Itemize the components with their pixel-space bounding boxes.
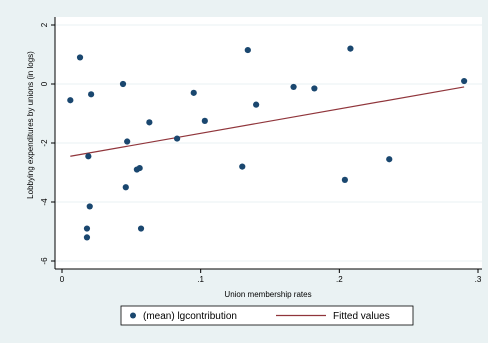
data-point-2 [83, 225, 91, 232]
y-axis-label: Lobbying expenditures by unions (in logs… [26, 51, 35, 199]
data-point-7 [119, 80, 127, 88]
data-point-9 [124, 138, 131, 145]
legend-label-points: (mean) lgcontribution [143, 311, 237, 322]
y-tick-label-1: -4 [40, 198, 49, 206]
data-point-17 [239, 163, 246, 170]
data-point-15 [190, 89, 197, 96]
x-tick-label-3: .3 [475, 275, 482, 284]
legend-label-fit: Fitted values [333, 311, 390, 322]
data-point-20 [290, 83, 297, 91]
fitted-line [70, 86, 465, 157]
data-point-4 [85, 153, 92, 160]
legend-box [120, 305, 414, 326]
data-point-11 [136, 164, 143, 172]
y-tick-label-0: -6 [40, 257, 49, 265]
data-point-0 [67, 97, 74, 104]
data-point-23 [347, 45, 354, 52]
data-point-21 [311, 85, 318, 92]
grid-lines [55, 24, 482, 262]
x-tick-label-1: .1 [197, 275, 204, 284]
data-point-5 [86, 203, 93, 210]
y-tick-label-3: 0 [40, 81, 49, 86]
data-points [67, 45, 468, 241]
axes: -6 -4 -2 0 2 0 .1 .2 .3 [40, 17, 482, 284]
data-point-16 [201, 117, 208, 124]
legend-marker-points [130, 312, 136, 319]
fitted-line-layer [70, 86, 465, 157]
data-point-8 [122, 184, 129, 191]
x-tick-label-0: 0 [60, 275, 65, 284]
data-point-6 [88, 91, 95, 98]
data-point-1 [76, 54, 84, 61]
data-point-22 [341, 176, 348, 183]
data-point-13 [146, 119, 153, 126]
x-tick-label-2: .2 [336, 275, 343, 284]
data-point-19 [253, 101, 260, 108]
legend: (mean) lgcontribution Fitted values [120, 305, 414, 326]
data-point-25 [461, 77, 468, 85]
data-point-24 [386, 156, 393, 163]
y-tick-label-2: -2 [40, 139, 49, 147]
y-tick-label-4: 2 [40, 22, 49, 27]
data-point-12 [137, 225, 145, 232]
data-point-18 [244, 46, 251, 54]
data-point-14 [173, 135, 181, 142]
data-point-3 [83, 234, 91, 241]
x-axis-label: Union membership rates [224, 290, 311, 299]
